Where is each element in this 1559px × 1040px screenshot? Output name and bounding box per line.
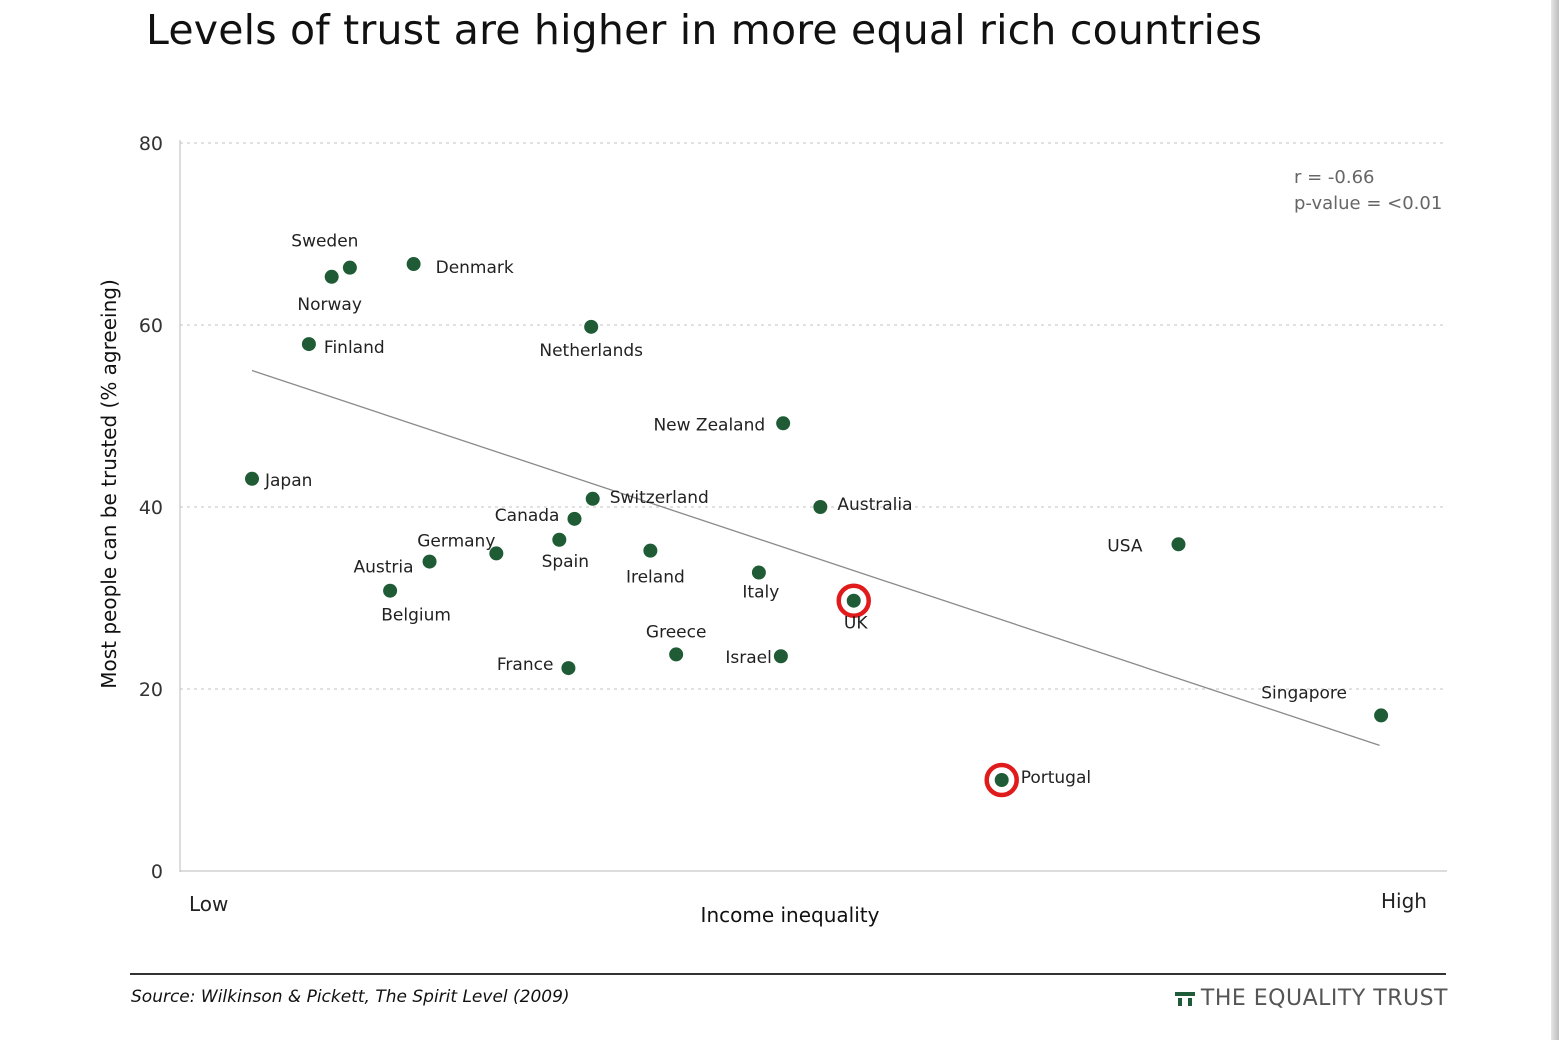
point-israel: Israel bbox=[725, 648, 788, 668]
point-switzerland: Switzerland bbox=[585, 488, 709, 508]
marker-norway bbox=[324, 269, 339, 284]
y-tick-label: 60 bbox=[139, 315, 163, 337]
marker-italy bbox=[751, 565, 766, 580]
point-denmark: Denmark bbox=[406, 257, 514, 278]
label-switzerland: Switzerland bbox=[610, 488, 709, 508]
y-tick-label: 80 bbox=[139, 133, 163, 155]
p-value-stat: p-value = <0.01 bbox=[1294, 193, 1442, 214]
y-axis-title: Most people can be trusted (% agreeing) bbox=[97, 279, 121, 689]
marker-austria bbox=[422, 554, 437, 569]
point-canada: Canada bbox=[495, 506, 582, 526]
label-japan: Japan bbox=[264, 471, 312, 491]
marker-greece bbox=[669, 647, 684, 662]
label-italy: Italy bbox=[742, 583, 779, 603]
x-tick-label-high: High bbox=[1381, 889, 1427, 913]
y-tick-label: 20 bbox=[139, 679, 163, 701]
point-greece: Greece bbox=[646, 622, 707, 662]
data-points: Japan Finland Norway Sweden Denmark Belgium Au… bbox=[245, 232, 1389, 798]
label-norway: Norway bbox=[297, 295, 362, 315]
point-belgium: Belgium bbox=[381, 583, 451, 626]
point-norway: Norway bbox=[297, 269, 362, 315]
point-usa: USA bbox=[1107, 536, 1186, 556]
point-uk: UK bbox=[836, 583, 871, 634]
footer-divider bbox=[130, 973, 1446, 975]
marker-france bbox=[561, 661, 576, 676]
label-sweden: Sweden bbox=[291, 232, 358, 252]
point-spain: Spain bbox=[542, 532, 590, 572]
point-new-zealand: New Zealand bbox=[653, 415, 791, 435]
point-italy: Italy bbox=[742, 565, 779, 603]
marker-usa bbox=[1171, 537, 1186, 552]
chart-title: Levels of trust are higher in more equal… bbox=[146, 6, 1263, 54]
marker-new-zealand bbox=[776, 416, 791, 431]
point-japan: Japan bbox=[245, 471, 312, 491]
point-australia: Australia bbox=[813, 495, 913, 515]
marker-israel bbox=[773, 649, 788, 664]
label-ireland: Ireland bbox=[626, 568, 685, 588]
label-germany: Germany bbox=[417, 531, 495, 551]
marker-denmark bbox=[406, 257, 421, 272]
y-tick-label: 40 bbox=[139, 497, 163, 519]
label-israel: Israel bbox=[725, 648, 771, 668]
label-denmark: Denmark bbox=[436, 258, 514, 278]
window-edge bbox=[1551, 0, 1559, 1040]
label-singapore: Singapore bbox=[1261, 683, 1347, 703]
marker-spain bbox=[552, 532, 567, 547]
marker-singapore bbox=[1374, 708, 1389, 723]
label-france: France bbox=[497, 655, 554, 675]
y-tick-labels: 0 20 40 60 80 bbox=[139, 133, 163, 883]
brand-name: THE EQUALITY TRUST bbox=[1200, 986, 1448, 1011]
label-spain: Spain bbox=[542, 552, 590, 572]
point-germany: Germany bbox=[417, 531, 504, 561]
source-note: Source: Wilkinson & Pickett, The Spirit … bbox=[131, 987, 570, 1007]
x-tick-label-low: Low bbox=[189, 892, 228, 916]
highlight-ring-portugal bbox=[984, 762, 1019, 798]
correlation-stat: r = -0.66 bbox=[1294, 167, 1375, 188]
marker-switzerland bbox=[585, 491, 600, 506]
label-australia: Australia bbox=[837, 495, 912, 515]
point-france: France bbox=[497, 655, 576, 676]
point-ireland: Ireland bbox=[626, 543, 685, 588]
point-portugal: Portugal bbox=[984, 762, 1091, 798]
label-greece: Greece bbox=[646, 622, 707, 642]
label-usa: USA bbox=[1107, 536, 1143, 556]
label-portugal: Portugal bbox=[1021, 768, 1091, 788]
marker-sweden bbox=[342, 260, 357, 275]
y-tick-label: 0 bbox=[151, 861, 163, 883]
marker-portugal bbox=[994, 773, 1009, 787]
label-uk: UK bbox=[844, 614, 868, 634]
label-belgium: Belgium bbox=[381, 606, 451, 626]
marker-germany bbox=[489, 546, 504, 561]
label-new-zealand: New Zealand bbox=[653, 415, 765, 435]
point-netherlands: Netherlands bbox=[539, 319, 643, 361]
marker-ireland bbox=[643, 543, 658, 558]
label-canada: Canada bbox=[495, 506, 560, 526]
label-finland: Finland bbox=[324, 338, 385, 358]
point-sweden: Sweden bbox=[291, 232, 358, 275]
point-singapore: Singapore bbox=[1261, 683, 1389, 723]
marker-australia bbox=[813, 500, 828, 514]
marker-canada bbox=[567, 511, 582, 526]
scatter-chart: 0 20 40 60 80 Low High Income inequality Mos… bbox=[97, 133, 1447, 927]
trend-line bbox=[251, 369, 1380, 747]
highlight-ring-uk bbox=[836, 583, 871, 618]
marker-uk bbox=[846, 593, 861, 608]
marker-japan bbox=[245, 471, 259, 486]
marker-belgium bbox=[383, 583, 398, 598]
gridlines bbox=[180, 142, 1447, 690]
point-finland: Finland bbox=[301, 337, 385, 358]
label-austria: Austria bbox=[353, 558, 413, 578]
x-axis-title: Income inequality bbox=[701, 903, 880, 927]
marker-finland bbox=[301, 337, 316, 352]
label-netherlands: Netherlands bbox=[539, 341, 643, 361]
marker-netherlands bbox=[584, 319, 599, 334]
equality-trust-logo-icon bbox=[1174, 991, 1195, 1006]
brand-logo: THE EQUALITY TRUST bbox=[1174, 986, 1448, 1011]
point-austria: Austria bbox=[353, 554, 437, 578]
